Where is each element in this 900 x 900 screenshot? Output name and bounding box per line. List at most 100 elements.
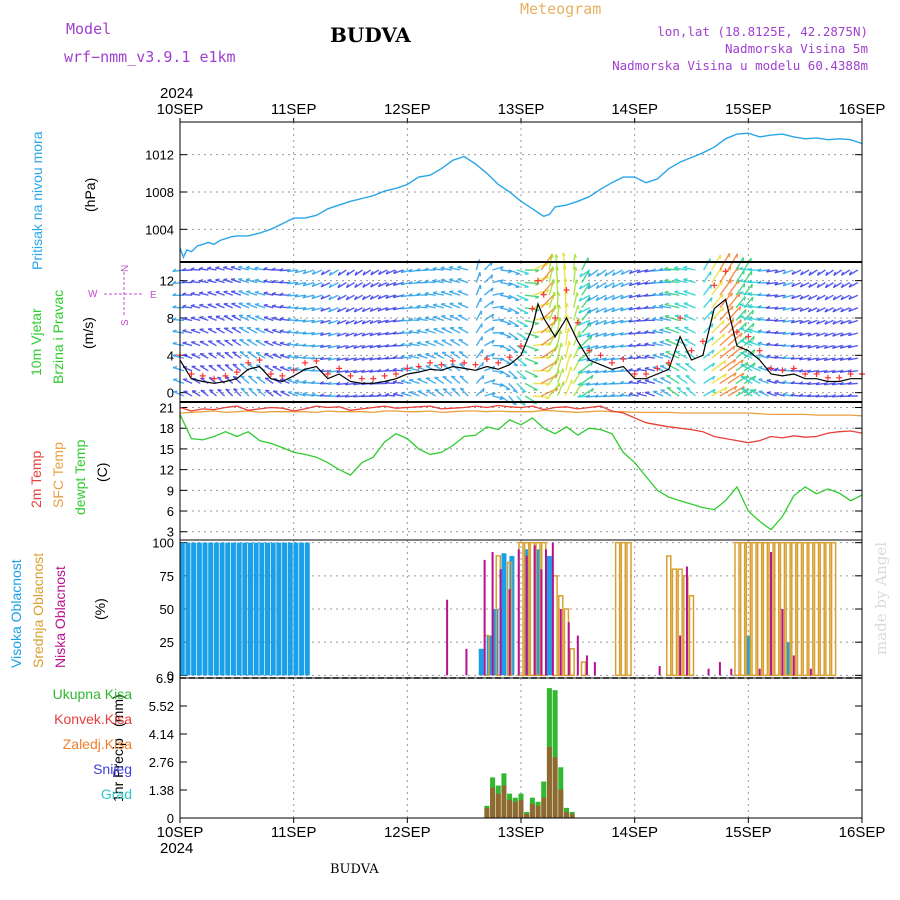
wind-arrow [337,294,347,301]
high-cloud-bar [185,542,191,676]
wind-arrow [337,281,347,289]
wind-arrow-head [636,318,641,322]
wind-arrow-head [409,390,414,393]
high-cloud-bar [304,542,310,676]
wind-arrow [208,364,217,372]
wind-arrow [817,269,826,276]
wind-arrow-head [790,392,795,396]
sfc-temp-line [179,409,863,417]
wind-arrow [199,353,209,359]
wind-arrow [782,294,794,299]
wind-arrow-head [302,331,307,335]
wind-arrow [279,354,290,359]
wind-arrow [328,281,339,289]
wind-arrow [231,303,242,309]
low-cloud-bar [792,655,795,676]
wind-arrow [578,294,591,302]
wind-arrow [457,302,469,309]
wind-arrow [207,340,217,347]
wind-arrow-head [577,317,581,323]
wind-arrow-head [619,319,624,324]
wind-arrow-head [652,317,657,320]
wind-arrow [782,319,794,323]
wind-arrow [216,340,225,347]
wind-arrow-head [766,268,771,273]
wind-arrow [548,343,559,359]
wind-arrow-head [546,342,551,347]
time-label-top: 12SEP [384,101,431,118]
wind-arrow [459,363,469,372]
wind-arrow [572,266,577,283]
wind-arrow [432,268,444,271]
wind-arrow-head [603,308,608,313]
mid-cloud-bar [666,555,672,677]
mid-cloud-bar [825,541,831,677]
wind-arrow-head [722,320,725,325]
wind-arrow [492,266,504,271]
wind-arrow [370,281,380,288]
wind-arrow-head [578,309,582,314]
wind-arrow-head [619,368,624,372]
wind-arrow-head [748,328,753,331]
wind-arrow [782,307,794,311]
wind-arrow-head [545,396,551,400]
wind-arrow-head [377,307,382,312]
wind-arrow-head [724,386,728,392]
conv-precip-bar [535,805,541,818]
wind-arrow [719,385,737,397]
wind-arrow-head [264,328,269,331]
wind-arrow [664,291,680,296]
wind-arrow [636,356,647,359]
wind-arrow-head [263,303,268,307]
wind-arrow [644,379,656,385]
wind-arrow [702,258,711,271]
wind-arrow-head [774,306,779,310]
wind-arrow-head [424,316,430,319]
wind-arrow [458,327,469,334]
wind-arrow-head [620,283,625,288]
mid-cloud-bar [558,594,564,677]
wind-arrow [353,344,363,349]
wind-arrow [719,305,734,321]
elevation-label: Nadmorska Visina 5m [725,41,868,56]
wind-arrow-head [619,380,625,384]
wind-arrow [548,279,555,296]
wind-arrow-head [832,283,837,288]
wind-arrow [774,392,785,397]
conv-precip-bar [569,813,575,818]
wind-arrow-head [521,390,526,393]
wind-arrow-head [807,357,812,361]
wind-arrow-head [370,271,374,276]
wind-arrow [508,382,518,393]
wind-arrow-head [182,304,187,308]
wind-arrow-head [311,282,316,287]
wind-arrow-head [172,366,178,369]
wind-arrow [749,365,761,372]
wind-arrow-head [610,369,615,373]
wind-arrow [735,283,746,296]
wind-arrow-field [172,252,859,406]
wind-arrow [735,257,744,271]
wind-arrow-head [401,391,406,394]
wind-arrow [336,332,347,337]
wind-arrow [791,344,802,348]
wind-arrow [824,357,834,362]
wind-arrow-head [774,269,779,274]
wind-arrow-head [302,379,307,383]
wind-arrow-head [279,280,284,284]
wind-arrow-head [311,343,316,348]
wind-arrow-head [739,319,742,324]
wind-arrow [182,330,193,334]
wind-arrow-head [336,332,341,337]
wind-arrow-head [172,341,177,345]
wind-arrow [741,388,753,397]
wind-arrow-head [815,357,820,361]
high-cloud-bar [535,549,541,676]
wind-arrow-head [652,329,657,332]
wind-arrow-head [790,380,795,384]
wind-arrow [564,353,571,371]
wind-arrow [369,344,379,349]
wind-arrow-head [644,378,650,382]
wind-arrow-head [744,322,747,327]
wind-arrow-head [240,375,245,378]
